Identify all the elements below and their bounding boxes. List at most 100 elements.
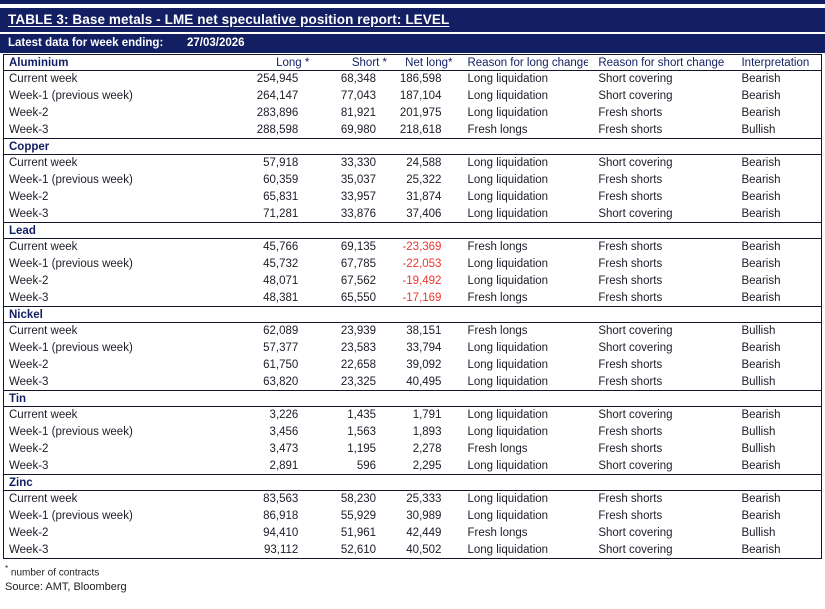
table-row: Week-3 93,112 52,610 40,502 Long liquidation… xyxy=(4,542,822,559)
table-row: Week-1 (previous week) 86,918 55,929 30,989… xyxy=(4,508,822,525)
table-row: Week-1 (previous week) 3,456 1,563 1,893 Lon… xyxy=(4,424,822,441)
net-long-value: 2,278 xyxy=(412,443,442,455)
table-row: Week-3 2,891 596 2,295 Long liquidation Short… xyxy=(4,458,822,475)
net-long-value: 2,295 xyxy=(412,459,442,472)
table-row: Current week 3,226 1,435 1,791 Long liquidat… xyxy=(4,407,822,424)
week-label: Week-1 (previous week) xyxy=(9,510,133,522)
reason-long-value: Long liquidation xyxy=(467,73,549,86)
net-long-value: -23,369 xyxy=(402,241,442,254)
long-value: 63,820 xyxy=(263,375,299,388)
net-long-value: 40,495 xyxy=(406,375,442,388)
metal-section-row: Tin xyxy=(3,390,822,407)
week-label: Week-2 xyxy=(9,527,49,539)
reason-short-value: Short covering xyxy=(598,90,673,102)
week-label: Current week xyxy=(9,493,78,506)
net-long-value: 25,322 xyxy=(406,174,442,186)
week-label: Week-1 (previous week) xyxy=(9,258,133,270)
source-line: Source: AMT, Bloomberg xyxy=(5,581,127,594)
table-body: Current week 254,945 68,348 186,598 Long liq… xyxy=(3,71,822,559)
net-long-value: 30,989 xyxy=(406,510,442,522)
week-label: Week-2 xyxy=(9,107,49,119)
week-label: Week-1 (previous week) xyxy=(9,342,133,354)
metal-name: Lead xyxy=(3,222,822,239)
reason-short-value: Short covering xyxy=(598,459,673,472)
reason-long-value: Long liquidation xyxy=(467,258,549,270)
long-value: 94,410 xyxy=(263,527,299,539)
reason-short-value: Short covering xyxy=(598,325,673,338)
reason-short-value: Fresh shorts xyxy=(598,241,663,254)
short-value: 596 xyxy=(356,459,377,472)
reason-long-value: Long liquidation xyxy=(467,510,549,522)
section-header-aluminium: Aluminium xyxy=(3,54,225,71)
column-header-net-long: Net long* xyxy=(392,54,458,71)
net-long-value: 39,092 xyxy=(406,359,442,371)
week-label: Current week xyxy=(9,325,78,338)
short-value: 33,876 xyxy=(340,207,377,220)
column-header-reason-long: Reason for long change xyxy=(457,54,589,71)
title-band: TABLE 3: Base metals - LME net speculati… xyxy=(0,8,825,32)
week-label: Week-3 xyxy=(9,459,49,472)
reason-short-value: Fresh shorts xyxy=(598,258,663,270)
reason-long-value: Long liquidation xyxy=(467,359,549,371)
interpretation-value: Bearish xyxy=(741,174,781,186)
long-value: 45,732 xyxy=(263,258,299,270)
reason-short-value: Fresh shorts xyxy=(598,426,663,438)
table-row: Week-2 3,473 1,195 2,278 Fresh longs Fresh sh… xyxy=(4,441,822,458)
reason-long-value: Long liquidation xyxy=(467,342,549,354)
long-value: 57,918 xyxy=(263,157,299,170)
positions-table: Aluminium Long * Short * Net long* Reaso… xyxy=(3,54,822,559)
reason-short-value: Fresh shorts xyxy=(598,191,663,203)
metal-section-row: Copper xyxy=(3,138,822,155)
interpretation-value: Bearish xyxy=(741,157,781,170)
interpretation-value: Bearish xyxy=(741,291,781,304)
reason-long-value: Long liquidation xyxy=(467,207,549,220)
short-value: 65,550 xyxy=(340,291,377,304)
metal-name: Nickel xyxy=(3,306,822,323)
interpretation-value: Bullish xyxy=(741,443,776,455)
week-label: Week-1 (previous week) xyxy=(9,174,133,186)
long-value: 2,891 xyxy=(269,459,299,472)
net-long-value: -17,169 xyxy=(402,291,442,304)
interpretation-value: Bearish xyxy=(741,90,781,102)
interpretation-value: Bearish xyxy=(741,73,781,86)
week-label: Week-3 xyxy=(9,291,49,304)
table-row: Current week 62,089 23,939 38,151 Fresh long… xyxy=(4,323,822,340)
short-value: 22,658 xyxy=(340,359,377,371)
long-value: 61,750 xyxy=(263,359,299,371)
short-value: 33,330 xyxy=(340,157,377,170)
interpretation-value: Bearish xyxy=(741,359,781,371)
long-value: 3,226 xyxy=(269,409,299,422)
short-value: 1,563 xyxy=(347,426,377,438)
net-long-value: 201,975 xyxy=(399,107,442,119)
long-value: 48,071 xyxy=(263,275,299,287)
reason-long-value: Long liquidation xyxy=(467,543,549,556)
interpretation-value: Bearish xyxy=(741,459,781,472)
net-long-value: 187,104 xyxy=(399,90,442,102)
interpretation-value: Bearish xyxy=(741,241,781,254)
reason-long-value: Long liquidation xyxy=(467,107,549,119)
long-value: 3,473 xyxy=(269,443,299,455)
page-title: TABLE 3: Base metals - LME net speculati… xyxy=(8,12,450,27)
long-value: 288,598 xyxy=(256,123,299,136)
week-label: Current week xyxy=(9,241,78,254)
net-long-value: 33,794 xyxy=(406,342,442,354)
long-value: 264,147 xyxy=(256,90,299,102)
week-label: Week-2 xyxy=(9,275,49,287)
reason-long-value: Long liquidation xyxy=(467,174,549,186)
table-row: Week-1 (previous week) 45,732 67,785 -22,05… xyxy=(4,256,822,273)
net-long-value: -19,492 xyxy=(402,275,442,287)
asterisk-marker: * xyxy=(5,564,9,573)
long-value: 3,456 xyxy=(269,426,299,438)
metal-section-row: Zinc xyxy=(3,474,822,491)
net-long-value: 40,502 xyxy=(406,543,442,556)
reason-short-value: Short covering xyxy=(598,157,673,170)
table-row: Week-2 283,896 81,921 201,975 Long liquidati… xyxy=(4,105,822,122)
column-header-reason-short: Reason for short change xyxy=(588,54,732,71)
interpretation-value: Bearish xyxy=(741,107,781,119)
table-row: Week-1 (previous week) 57,377 23,583 33,794… xyxy=(4,340,822,357)
net-long-value: 186,598 xyxy=(399,73,442,86)
reason-short-value: Fresh shorts xyxy=(598,375,663,388)
week-label: Week-3 xyxy=(9,543,49,556)
week-label: Current week xyxy=(9,73,78,86)
long-value: 57,377 xyxy=(263,342,299,354)
